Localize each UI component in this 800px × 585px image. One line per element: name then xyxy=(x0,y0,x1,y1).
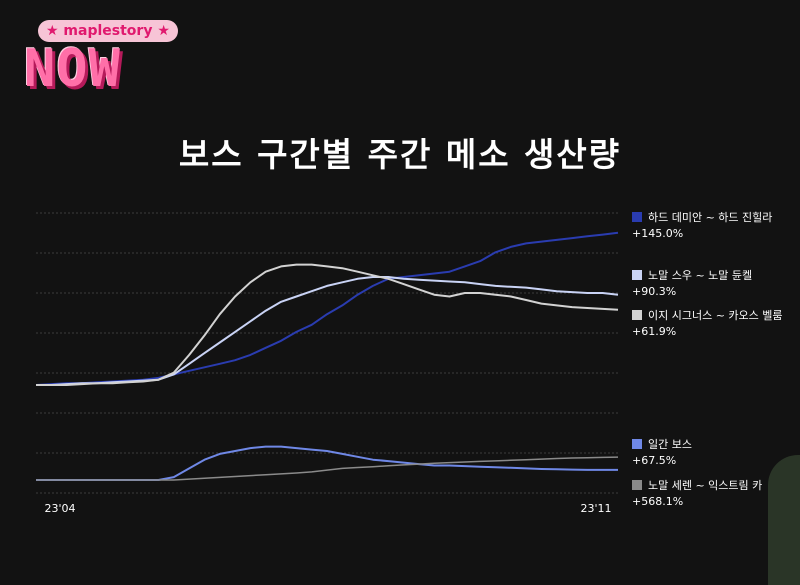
chart-title: 보스 구간별 주간 메소 생산량 xyxy=(178,135,622,174)
x-tick-end: 23'11 xyxy=(580,502,611,515)
series-lines xyxy=(35,231,619,481)
legend-change: +568.1% xyxy=(632,495,684,508)
legend-swatch xyxy=(632,270,642,280)
legend-label: 이지 시그너스 ~ 카오스 벨룸 xyxy=(648,309,783,322)
legend-daily-boss: 일간 보스 +67.5% xyxy=(632,437,692,469)
grid-lines xyxy=(36,212,618,494)
x-tick-start: 23'04 xyxy=(44,502,75,515)
legend-normal-seren: 노말 세렌 ~ 익스트림 카 +568.1% xyxy=(632,478,762,510)
series-line-daily-boss xyxy=(36,445,618,481)
legend-easy-cygnus: 이지 시그너스 ~ 카오스 벨룸 +61.9% xyxy=(632,308,783,340)
series-line-normal-swoo xyxy=(36,276,619,386)
legend-label: 노말 스우 ~ 노말 듄켈 xyxy=(648,269,753,282)
legend-hard-damien: 하드 데미안 ~ 하드 진힐라 +145.0% xyxy=(632,210,772,242)
legend-swatch xyxy=(632,310,642,320)
legend-change: +145.0% xyxy=(632,227,684,240)
legend-change: +67.5% xyxy=(632,454,677,467)
logo-wordmark: NOW xyxy=(24,39,121,99)
legend-swatch xyxy=(632,439,642,449)
legend-normal-swoo: 노말 스우 ~ 노말 듄켈 +90.3% xyxy=(632,268,752,300)
series-line-hard-damien xyxy=(35,231,619,386)
series-line-easy-cygnus xyxy=(36,263,619,386)
maplestory-now-logo: ★ maplestory ★ NOW xyxy=(24,20,178,105)
legend-swatch xyxy=(632,480,642,490)
logo-pill: ★ maplestory ★ xyxy=(38,20,178,42)
presenter-silhouette xyxy=(768,455,800,585)
legend-change: +90.3% xyxy=(632,285,677,298)
legend-label: 노말 세렌 ~ 익스트림 카 xyxy=(648,479,763,492)
legend-label: 하드 데미안 ~ 하드 진힐라 xyxy=(648,211,773,224)
legend-label: 일간 보스 xyxy=(648,438,692,451)
legend-swatch xyxy=(632,212,642,222)
series-line-normal-seren xyxy=(36,456,619,481)
legend-change: +61.9% xyxy=(632,325,677,338)
line-chart: 23'04 23'11 xyxy=(35,212,619,515)
